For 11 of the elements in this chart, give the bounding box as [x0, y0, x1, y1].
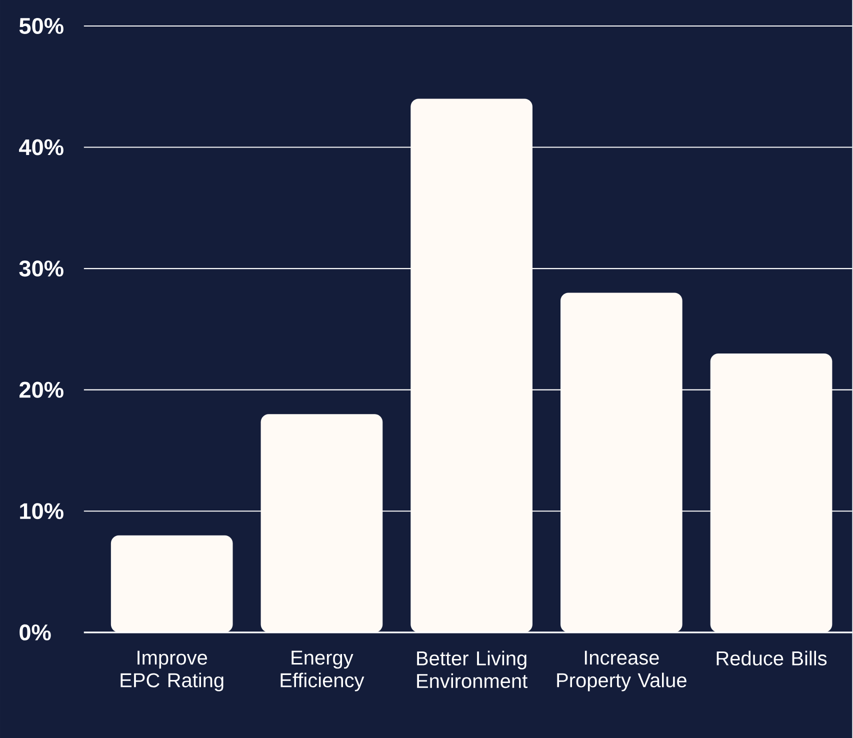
x-tick-label: Energy Efficiency [280, 650, 364, 692]
y-tick-label: 40% [19, 139, 64, 156]
x-tick-label: Improve EPC Rating [120, 650, 224, 692]
x-tick-label: Increase Property Value [557, 650, 686, 692]
y-tick-label: 20% [19, 382, 64, 398]
y-tick-label: 10% [20, 502, 64, 519]
x-tick-label: Reduce Bills [716, 650, 827, 666]
y-tick-label: 30% [19, 260, 64, 276]
x-tick-label: Better Living Environment [417, 650, 528, 688]
y-tick-label: 50% [19, 18, 64, 34]
y-tick-label: 0% [20, 624, 51, 640]
